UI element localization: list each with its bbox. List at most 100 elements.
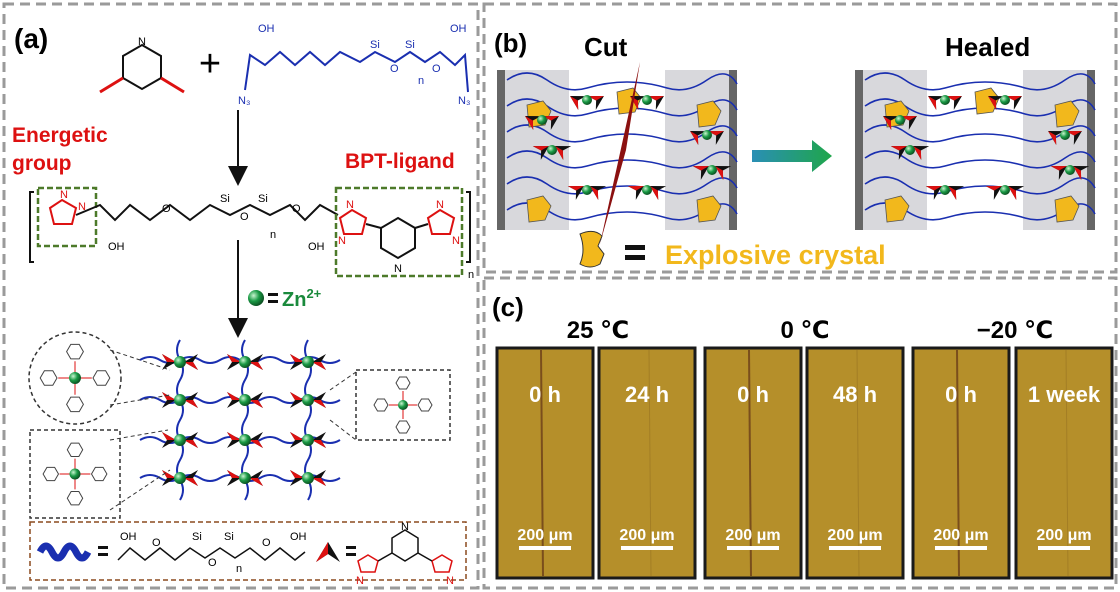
temperature-label: −20 ℃: [977, 317, 1053, 344]
time-label: 1 week: [1028, 382, 1101, 407]
annotation: group: [12, 152, 71, 175]
equals: [98, 553, 108, 556]
equals: [346, 546, 356, 549]
atom-label: Si: [258, 193, 268, 205]
zinc-ion: [940, 95, 950, 105]
zinc-symbol: Zn: [282, 289, 306, 311]
scale-bar-label: 200 μm: [827, 527, 882, 544]
zinc-ion: [1065, 165, 1075, 175]
zinc-ion: [302, 394, 314, 406]
ligand-chevron: [249, 400, 263, 408]
matrix-edge: [497, 70, 505, 230]
triazole: [340, 210, 366, 234]
atom-label: N: [338, 235, 346, 247]
pyridine: [123, 45, 161, 89]
equals: [268, 293, 278, 296]
temperature-label: 25 ℃: [567, 317, 629, 344]
zinc-ion: [642, 185, 652, 195]
equals: [268, 300, 278, 303]
atom-label: N: [401, 521, 409, 533]
zinc-ion: [940, 185, 950, 195]
atom-label: OH: [258, 23, 275, 35]
ligand-chevron: [162, 432, 176, 440]
scale-bar: [1038, 546, 1090, 550]
zinc-ion: [707, 165, 717, 175]
ligand-chevron: [184, 440, 198, 448]
triazole: [432, 555, 452, 572]
crystal-icon: [580, 231, 604, 267]
annotation: Energetic: [12, 124, 108, 147]
bond: [378, 553, 432, 561]
network: [140, 340, 340, 500]
atom-label: O: [162, 203, 171, 215]
atom-label: OH: [450, 23, 467, 35]
scale-bar: [829, 546, 881, 550]
figure: (a) N + OH N₃ Si O Si n O OH N₃ Energeti…: [0, 0, 1120, 592]
bond: [366, 224, 428, 228]
atom-label: Si: [192, 531, 202, 543]
pyridine: [381, 218, 415, 258]
atom-label: O: [208, 557, 217, 569]
atom-label: O: [390, 63, 399, 75]
zinc-ion: [302, 434, 314, 446]
plus-sign: +: [199, 43, 221, 85]
atom-label: n: [418, 75, 424, 87]
zinc-ion: [1000, 185, 1010, 195]
atom-label: Si: [220, 193, 230, 205]
atom-label: n: [468, 269, 474, 281]
matrix-edge: [855, 70, 863, 230]
zinc-charge: 2+: [306, 286, 321, 301]
zinc-ion: [905, 145, 915, 155]
zinc-ion: [70, 469, 81, 480]
zinc-ion: [239, 394, 251, 406]
zinc-ion: [537, 115, 547, 125]
zinc-ion: [302, 356, 314, 368]
ligand-chevron: [249, 478, 263, 486]
atom-label: OH: [308, 241, 325, 253]
scale-bar-label: 200 μm: [933, 527, 988, 544]
atom-label: OH: [290, 531, 307, 543]
atom-label: N₃: [238, 95, 250, 107]
scale-bar-label: 200 μm: [1036, 527, 1091, 544]
zinc-ion: [642, 95, 652, 105]
atom-label: O: [262, 537, 271, 549]
legend-label: Explosive crystal: [665, 240, 886, 270]
state-label: Healed: [945, 32, 1030, 62]
zinc-ion: [582, 95, 592, 105]
zinc-ion: [174, 434, 186, 446]
ligand-chevron: [926, 179, 942, 193]
atom-label: O: [432, 63, 441, 75]
atom-label: Si: [224, 531, 234, 543]
atom-label: n: [270, 229, 276, 241]
atom-label: N: [60, 189, 68, 201]
panel-label: (b): [494, 28, 527, 58]
zinc-ion: [239, 434, 251, 446]
ligand-chevron: [184, 362, 198, 370]
scale-bar: [727, 546, 779, 550]
atom-label: Si: [405, 39, 415, 51]
zinc-ion: [1060, 130, 1070, 140]
scale-bar: [935, 546, 987, 550]
zinc-ion: [1000, 95, 1010, 105]
time-label: 0 h: [737, 382, 769, 407]
scale-bar-label: 200 μm: [619, 527, 674, 544]
atom-label: n: [236, 563, 242, 575]
scale-bar-label: 200 μm: [517, 527, 572, 544]
ligand-chevron: [568, 179, 584, 193]
equals: [346, 553, 356, 556]
micrographs: 0 h200 μm24 h200 μm0 h200 μm48 h200 μm0 …: [497, 348, 1112, 578]
ligand-chevron: [162, 354, 176, 362]
zinc-ion: [174, 356, 186, 368]
time-label: 48 h: [833, 382, 877, 407]
zinc-ion: [239, 472, 251, 484]
legend-ligand: [316, 542, 328, 562]
state-label: Cut: [584, 32, 628, 62]
pyridine: [392, 530, 418, 561]
atom-label: N: [452, 235, 460, 247]
scale-bar-label: 200 μm: [725, 527, 780, 544]
scale-bar: [519, 546, 571, 550]
atom-label: N₃: [458, 95, 470, 107]
atom-label: O: [292, 203, 301, 215]
zinc-ion: [248, 290, 264, 306]
temperature-label: 0 ℃: [780, 317, 829, 344]
